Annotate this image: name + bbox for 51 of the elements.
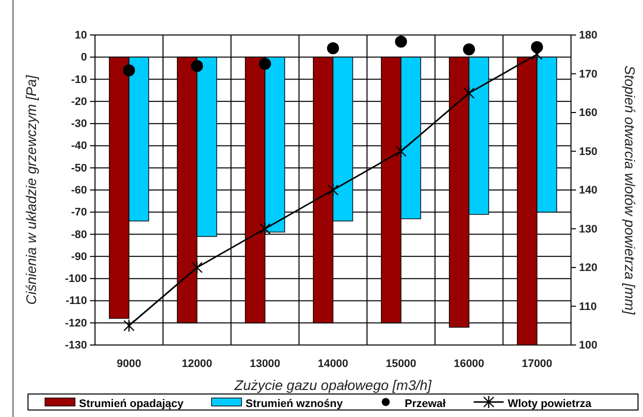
y-tick-label: -50 xyxy=(71,162,87,174)
y-tick-label: -100 xyxy=(64,273,87,286)
point xyxy=(395,36,407,48)
y-tick-label: -80 xyxy=(71,228,87,241)
y-tick-label: 0 xyxy=(80,52,87,64)
point xyxy=(531,48,543,61)
y2-tick-label: 120 xyxy=(579,262,598,274)
y2-axis-title: Stopień otwarcia wlotów powietrza [mm] xyxy=(622,66,638,316)
y-tick-label: -30 xyxy=(71,118,87,130)
y-tick-label: -130 xyxy=(64,340,87,352)
y2-tick-label: 140 xyxy=(579,184,598,197)
legend-label: Wloty powietrza xyxy=(508,398,592,410)
y2-tick-label: 150 xyxy=(579,146,598,158)
point xyxy=(395,144,407,158)
x-tick-label: 13000 xyxy=(250,358,280,370)
x-tick-label: 17000 xyxy=(522,358,552,370)
x-tick-label: 9000 xyxy=(116,358,142,370)
y-tick-label: -10 xyxy=(71,74,87,86)
y-tick-label: -70 xyxy=(71,206,87,219)
point xyxy=(123,64,135,76)
legend-label: Strumień wznośny xyxy=(246,398,344,410)
y-tick-label: -110 xyxy=(66,295,87,308)
y-axis-title: Ciśnienia w układzie grzewczym [Pa] xyxy=(23,74,39,305)
point xyxy=(463,43,475,56)
x-tick-label: 15000 xyxy=(386,358,416,370)
point xyxy=(463,86,475,100)
legend-label: Strumień opadający xyxy=(79,398,184,410)
point xyxy=(327,42,339,54)
y2-tick-label: 160 xyxy=(579,107,598,120)
y-tick-label: -120 xyxy=(64,317,87,330)
point xyxy=(327,183,339,197)
x-tick-label: 12000 xyxy=(182,358,212,370)
y-tick-label: 10 xyxy=(74,30,87,42)
y2-tick-label: 130 xyxy=(579,223,598,236)
point xyxy=(123,319,135,332)
point xyxy=(259,58,271,70)
point xyxy=(191,260,203,274)
y2-tick-label: 180 xyxy=(579,30,598,42)
x-tick-label: 14000 xyxy=(318,358,348,370)
point xyxy=(191,60,203,72)
y2-tick-label: 110 xyxy=(579,300,597,313)
y2-tick-label: 100 xyxy=(579,340,598,352)
y-tick-label: -90 xyxy=(71,250,87,263)
y-tick-label: -40 xyxy=(71,140,87,152)
x-axis-title: Zużycie gazu opałowego [m3/h] xyxy=(234,377,433,393)
legend-label: Przewał xyxy=(404,398,446,410)
point xyxy=(259,222,271,236)
y-tick-label: -60 xyxy=(71,184,87,197)
y-tick-label: -20 xyxy=(71,96,87,108)
x-tick-label: 16000 xyxy=(454,358,484,370)
y2-tick-label: 170 xyxy=(579,68,598,80)
